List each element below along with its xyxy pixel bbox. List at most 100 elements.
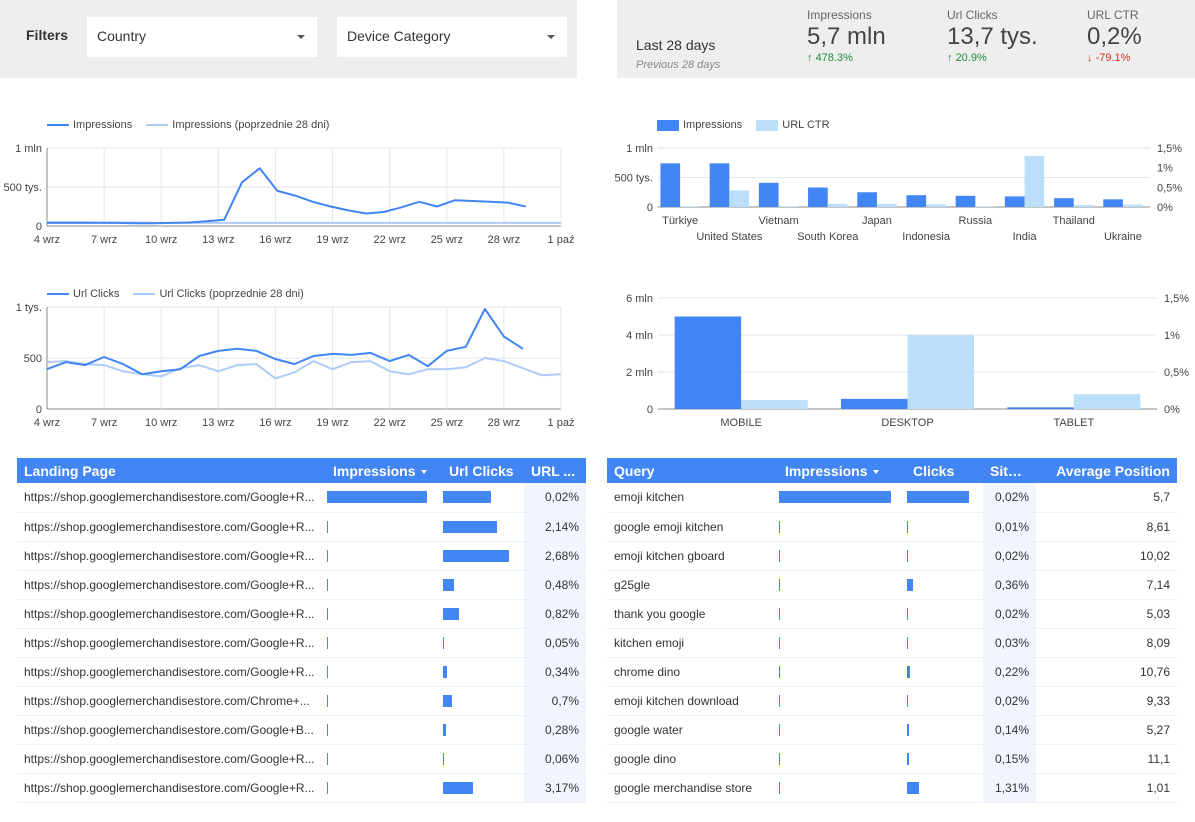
- value-bar: [443, 665, 447, 678]
- bar-url-ctr[interactable]: [907, 335, 975, 409]
- bar-impressions[interactable]: [840, 398, 908, 409]
- y-tick-label: 500: [24, 353, 42, 365]
- bar-impressions[interactable]: [758, 182, 779, 207]
- landing-page-cell[interactable]: https://shop.googlemerchandisestore.com/…: [17, 570, 326, 600]
- query-cell[interactable]: chrome dino: [607, 657, 778, 687]
- bar-impressions[interactable]: [906, 195, 927, 207]
- table-row[interactable]: https://shop.googlemerchandisestore.com/…: [17, 686, 586, 716]
- country-filter-dropdown[interactable]: Country: [87, 17, 317, 57]
- bar-impressions[interactable]: [1103, 199, 1123, 207]
- query-cell[interactable]: google emoji kitchen: [607, 512, 778, 542]
- legend-swatch: [47, 124, 69, 126]
- table-row[interactable]: google water 0,14% 5,27: [607, 715, 1177, 745]
- landing-page-cell[interactable]: https://shop.googlemerchandisestore.com/…: [17, 599, 326, 629]
- landing-page-cell[interactable]: https://shop.googlemerchandisestore.com/…: [17, 512, 326, 542]
- bar-url-ctr[interactable]: [1122, 204, 1143, 207]
- table-row[interactable]: google dino 0,15% 11,1: [607, 744, 1177, 774]
- url-clicks-cell: [442, 570, 524, 600]
- column-header-url-ctr[interactable]: URL ...: [524, 458, 586, 483]
- landing-page-cell[interactable]: https://shop.googlemerchandisestore.com/…: [17, 686, 326, 716]
- column-header-query[interactable]: Query: [607, 458, 778, 483]
- column-header-impressions[interactable]: Impressions: [778, 458, 906, 483]
- column-header-clicks[interactable]: Clicks: [906, 458, 983, 483]
- column-header-site-ctr[interactable]: Site ...: [983, 458, 1036, 483]
- plot-area: 0 2 mln 4 mln 6 mln 0% 0,5% 1% 1,5% MOBILE DESKTO…: [626, 293, 1189, 429]
- query-cell[interactable]: emoji kitchen: [607, 483, 778, 513]
- legend-item[interactable]: Url Clicks: [47, 288, 119, 300]
- table-row[interactable]: google merchandise store 1,31% 1,01: [607, 773, 1177, 803]
- metric-value: 13,7 tys.: [947, 23, 1038, 50]
- table-row[interactable]: google emoji kitchen 0,01% 8,61: [607, 512, 1177, 542]
- bar-url-ctr[interactable]: [1073, 205, 1094, 207]
- table-row[interactable]: https://shop.googlemerchandisestore.com/…: [17, 512, 586, 542]
- impressions-cell: [326, 541, 442, 571]
- table-row[interactable]: g25gle 0,36% 7,14: [607, 570, 1177, 600]
- bar-impressions[interactable]: [808, 187, 828, 207]
- table-row[interactable]: chrome dino 0,22% 10,76: [607, 657, 1177, 687]
- bar-impressions[interactable]: [1054, 198, 1074, 207]
- table-header-row: Landing Page Impressions Url Clicks URL …: [17, 458, 586, 483]
- table-row[interactable]: https://shop.googlemerchandisestore.com/…: [17, 715, 586, 745]
- legend-item[interactable]: Url Clicks (poprzednie 28 dni): [133, 288, 304, 300]
- bar-url-ctr[interactable]: [1073, 394, 1141, 409]
- url-clicks-cell: [442, 599, 524, 629]
- landing-page-cell[interactable]: https://shop.googlemerchandisestore.com/…: [17, 628, 326, 658]
- bar-impressions[interactable]: [857, 192, 877, 207]
- series-line[interactable]: [47, 167, 526, 225]
- column-header-average-position[interactable]: Average Position: [1036, 458, 1177, 483]
- table-row[interactable]: emoji kitchen download 0,02% 9,33: [607, 686, 1177, 716]
- query-cell[interactable]: thank you google: [607, 599, 778, 629]
- series-line[interactable]: [46, 308, 524, 376]
- bar-url-ctr[interactable]: [778, 206, 799, 207]
- bar-impressions[interactable]: [1004, 196, 1025, 207]
- table-row[interactable]: thank you google 0,02% 5,03: [607, 599, 1177, 629]
- query-cell[interactable]: emoji kitchen download: [607, 686, 778, 716]
- bar-impressions[interactable]: [709, 163, 730, 207]
- url-ctr-cell: 3,17%: [524, 773, 586, 803]
- table-row[interactable]: https://shop.googlemerchandisestore.com/…: [17, 773, 586, 803]
- legend-item[interactable]: Impressions (poprzednie 28 dni): [146, 119, 329, 131]
- table-row[interactable]: https://shop.googlemerchandisestore.com/…: [17, 483, 586, 513]
- bar-impressions[interactable]: [955, 195, 976, 207]
- query-cell[interactable]: kitchen emoji: [607, 628, 778, 658]
- query-cell[interactable]: g25gle: [607, 570, 778, 600]
- landing-page-cell[interactable]: https://shop.googlemerchandisestore.com/…: [17, 715, 326, 745]
- landing-page-cell[interactable]: https://shop.googlemerchandisestore.com/…: [17, 483, 326, 513]
- table-row[interactable]: emoji kitchen gboard 0,02% 10,02: [607, 541, 1177, 571]
- query-cell[interactable]: google dino: [607, 744, 778, 774]
- bar-url-ctr[interactable]: [876, 203, 897, 207]
- column-header-landing-page[interactable]: Landing Page: [17, 458, 326, 483]
- table-row[interactable]: https://shop.googlemerchandisestore.com/…: [17, 657, 586, 687]
- table-row[interactable]: https://shop.googlemerchandisestore.com/…: [17, 541, 586, 571]
- bar-impressions[interactable]: [674, 316, 742, 410]
- query-cell[interactable]: emoji kitchen gboard: [607, 541, 778, 571]
- bar-url-ctr[interactable]: [729, 190, 750, 207]
- bar-impressions[interactable]: [660, 163, 681, 207]
- bar-url-ctr[interactable]: [741, 400, 808, 409]
- bar-url-ctr[interactable]: [827, 203, 848, 207]
- table-row[interactable]: kitchen emoji 0,03% 8,09: [607, 628, 1177, 658]
- series-line[interactable]: [46, 357, 562, 380]
- table-row[interactable]: https://shop.googlemerchandisestore.com/…: [17, 744, 586, 774]
- column-header-url-clicks[interactable]: Url Clicks: [442, 458, 524, 483]
- table-row[interactable]: https://shop.googlemerchandisestore.com/…: [17, 599, 586, 629]
- bar-impressions[interactable]: [1007, 407, 1074, 409]
- legend-item[interactable]: Impressions: [47, 119, 132, 131]
- bar-url-ctr[interactable]: [680, 206, 700, 207]
- table-row[interactable]: emoji kitchen 0,02% 5,7: [607, 483, 1177, 513]
- table-row[interactable]: https://shop.googlemerchandisestore.com/…: [17, 570, 586, 600]
- bar-url-ctr[interactable]: [1024, 155, 1045, 207]
- legend-item[interactable]: Impressions: [657, 119, 742, 131]
- table-row[interactable]: https://shop.googlemerchandisestore.com/…: [17, 628, 586, 658]
- query-cell[interactable]: google merchandise store: [607, 773, 778, 803]
- landing-page-cell[interactable]: https://shop.googlemerchandisestore.com/…: [17, 744, 326, 774]
- device-filter-dropdown[interactable]: Device Category: [337, 17, 567, 57]
- legend-item[interactable]: URL CTR: [756, 119, 830, 131]
- bar-url-ctr[interactable]: [975, 206, 996, 207]
- query-cell[interactable]: google water: [607, 715, 778, 745]
- landing-page-cell[interactable]: https://shop.googlemerchandisestore.com/…: [17, 657, 326, 687]
- landing-page-cell[interactable]: https://shop.googlemerchandisestore.com/…: [17, 541, 326, 571]
- landing-page-cell[interactable]: https://shop.googlemerchandisestore.com/…: [17, 773, 326, 803]
- column-header-impressions[interactable]: Impressions: [326, 458, 442, 483]
- bar-url-ctr[interactable]: [926, 204, 946, 207]
